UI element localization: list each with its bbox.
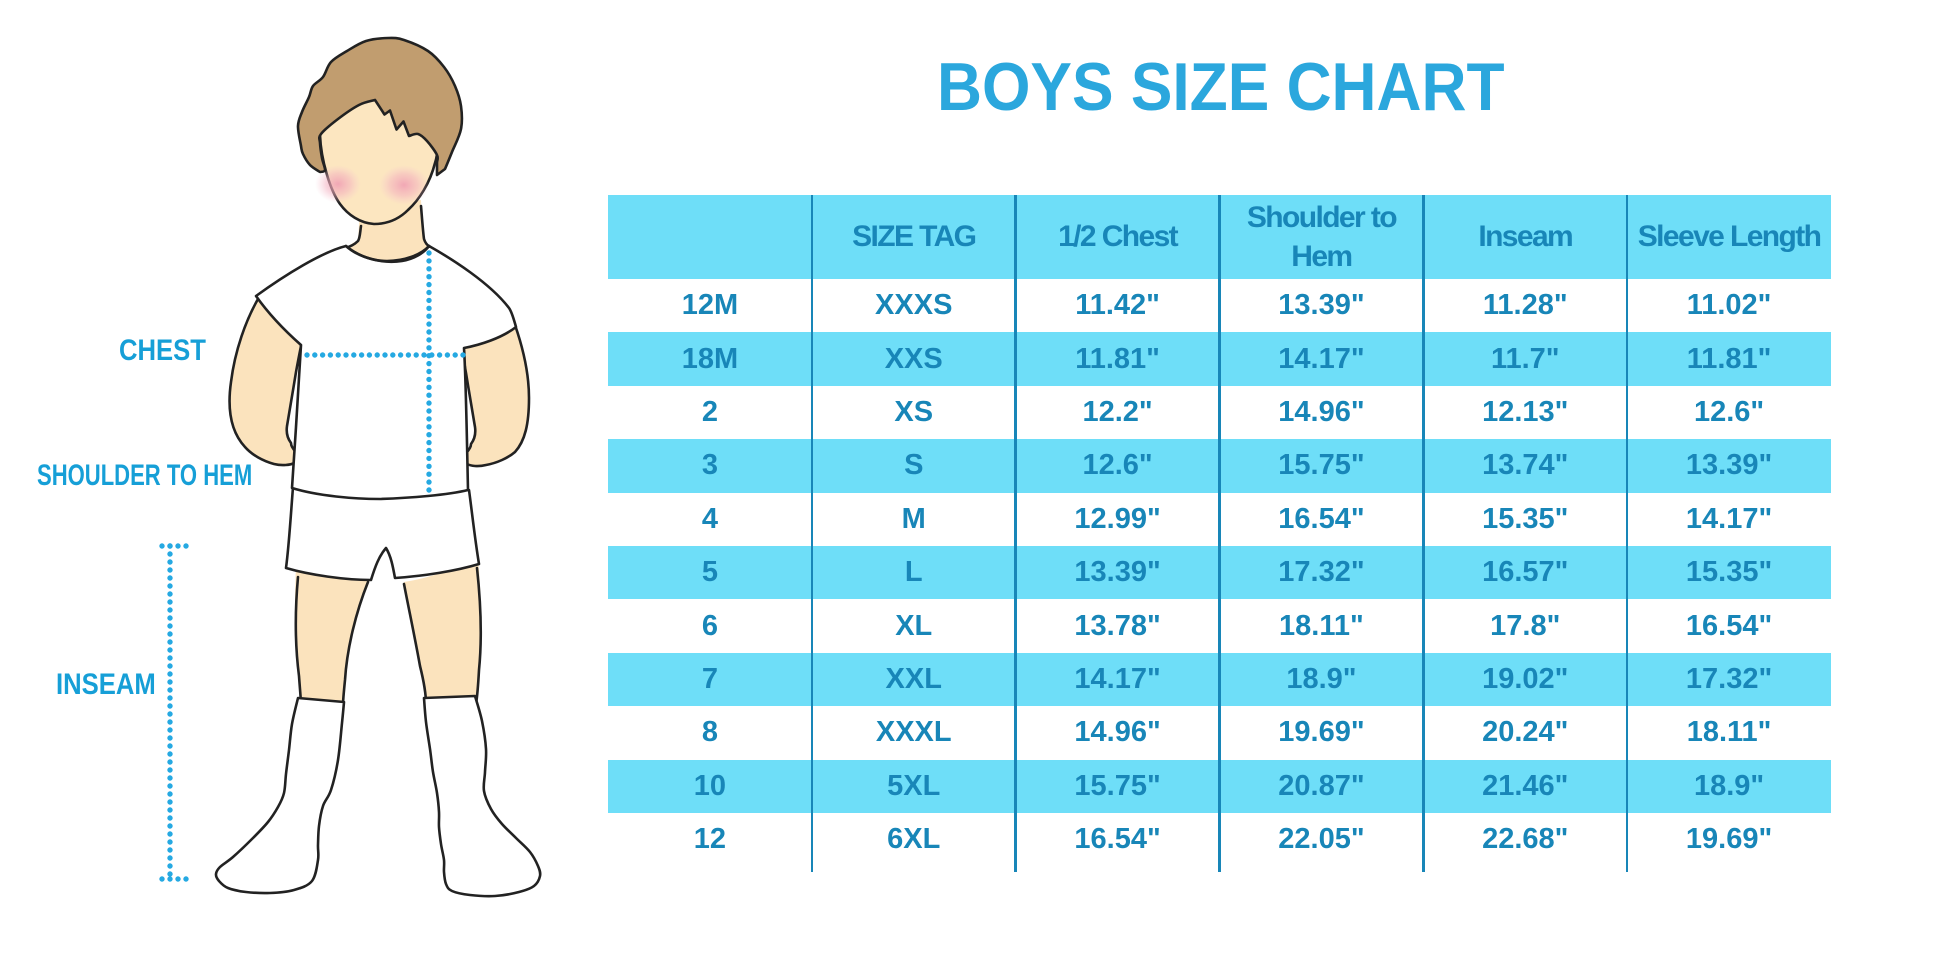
svg-text:INSEAM: INSEAM	[56, 667, 156, 700]
svg-text:SHOULDER TO HEM: SHOULDER TO HEM	[37, 458, 252, 492]
svg-text:CHEST: CHEST	[119, 333, 206, 366]
